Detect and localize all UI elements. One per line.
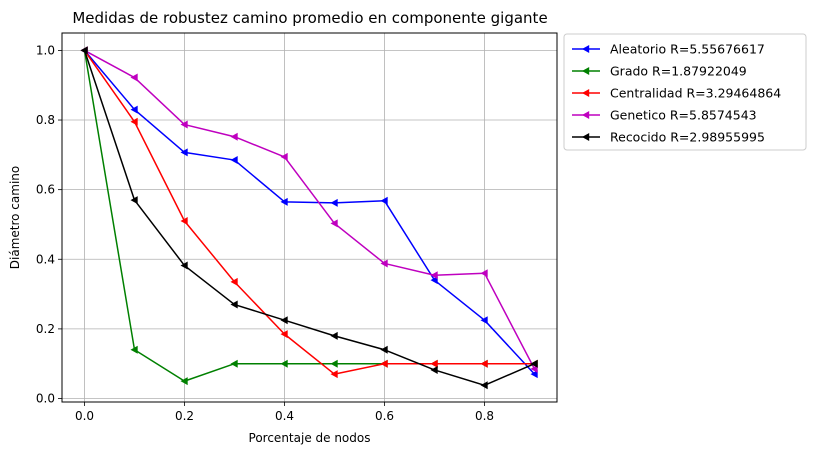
- legend-entry: Centralidad R=3.29464864: [572, 86, 781, 101]
- data-point: [380, 359, 388, 368]
- data-point: [530, 364, 538, 373]
- data-point: [380, 196, 388, 205]
- legend-marker: [582, 45, 590, 53]
- data-point: [380, 259, 388, 268]
- data-point: [430, 271, 438, 280]
- series-5: [80, 46, 538, 390]
- x-tick-label: 0.8: [475, 409, 494, 423]
- series-line: [84, 49, 536, 370]
- x-axis-label: Porcentaje de nodos: [249, 431, 371, 445]
- data-point: [280, 152, 288, 161]
- series-line: [83, 50, 535, 382]
- data-point: [380, 345, 388, 354]
- data-point: [330, 331, 338, 340]
- data-point: [330, 370, 338, 379]
- y-tick-label: 1.0: [36, 43, 55, 57]
- legend-entry: Genetico R=5.8574543: [572, 108, 757, 123]
- x-tick-label: 0.2: [175, 409, 194, 423]
- data-point: [480, 381, 488, 390]
- legend: Aleatorio R=5.55676617 Grado R=1.87922049…: [563, 33, 807, 151]
- data-point: [330, 219, 338, 228]
- series-line: [83, 50, 535, 387]
- legend-label: Centralidad R=3.29464864: [610, 86, 781, 101]
- legend-label: Genetico R=5.8574543: [610, 108, 757, 123]
- data-point: [230, 156, 238, 165]
- data-point: [230, 132, 238, 141]
- data-point: [180, 216, 188, 225]
- data-point: [130, 73, 138, 82]
- legend-frame: [563, 33, 807, 151]
- data-point: [480, 359, 488, 368]
- data-point: [330, 359, 338, 368]
- data-point: [280, 359, 288, 368]
- data-point: [130, 196, 138, 205]
- data-point: [80, 46, 88, 55]
- legend-label: Recocido R=2.98955995: [610, 130, 765, 145]
- y-tick-label: 0.6: [36, 183, 55, 197]
- plot-frame: [61, 32, 558, 403]
- y-tick-label: 0.0: [36, 392, 55, 406]
- y-tick-label: 0.2: [36, 322, 55, 336]
- series-line: [83, 49, 535, 375]
- legend-marker: [582, 67, 590, 75]
- data-point: [130, 117, 138, 126]
- x-tick-label: 0.0: [75, 409, 94, 423]
- x-tick-label: 0.6: [375, 409, 394, 423]
- data-point: [180, 148, 188, 157]
- data-point: [530, 370, 538, 379]
- y-axis-ticks: 0.0 0.2 0.4 0.6 0.8 1.0: [36, 43, 62, 406]
- legend-label: Aleatorio R=5.55676617: [610, 42, 765, 57]
- legend-entry: Recocido R=2.98955995: [572, 130, 765, 145]
- data-point: [430, 365, 438, 374]
- series-4: [80, 46, 538, 373]
- data-point: [530, 359, 538, 368]
- series-line: [83, 49, 536, 375]
- x-tick-label: 0.4: [275, 409, 294, 423]
- data-point: [230, 300, 238, 309]
- y-axis-label: Diámetro camino: [8, 166, 22, 269]
- data-point: [130, 105, 138, 114]
- legend-label: Grado R=1.87922049: [610, 64, 747, 79]
- y-tick-label: 0.4: [36, 252, 55, 266]
- data-point: [480, 269, 488, 278]
- data-point: [230, 359, 238, 368]
- data-point: [280, 197, 288, 206]
- data-point: [430, 359, 438, 368]
- y-tick-label: 0.8: [36, 113, 55, 127]
- series-group: [80, 46, 538, 390]
- chart-title: Medidas de robustez camino promedio en c…: [72, 9, 547, 27]
- x-axis-ticks: 0.0 0.2 0.4 0.6 0.8: [75, 402, 494, 423]
- data-point: [280, 316, 288, 325]
- data-point: [480, 316, 488, 325]
- data-point: [330, 198, 338, 207]
- data-point: [130, 345, 138, 354]
- legend-entry: Aleatorio R=5.55676617: [572, 42, 765, 57]
- legend-marker: [582, 89, 590, 97]
- data-point: [180, 261, 188, 270]
- data-point: [180, 377, 188, 386]
- legend-marker: [582, 111, 590, 119]
- data-point: [230, 277, 238, 286]
- data-point: [180, 120, 188, 129]
- legend-marker: [582, 133, 590, 141]
- data-point: [280, 330, 288, 339]
- series-2: [80, 46, 538, 386]
- legend-entry: Grado R=1.87922049: [572, 64, 747, 79]
